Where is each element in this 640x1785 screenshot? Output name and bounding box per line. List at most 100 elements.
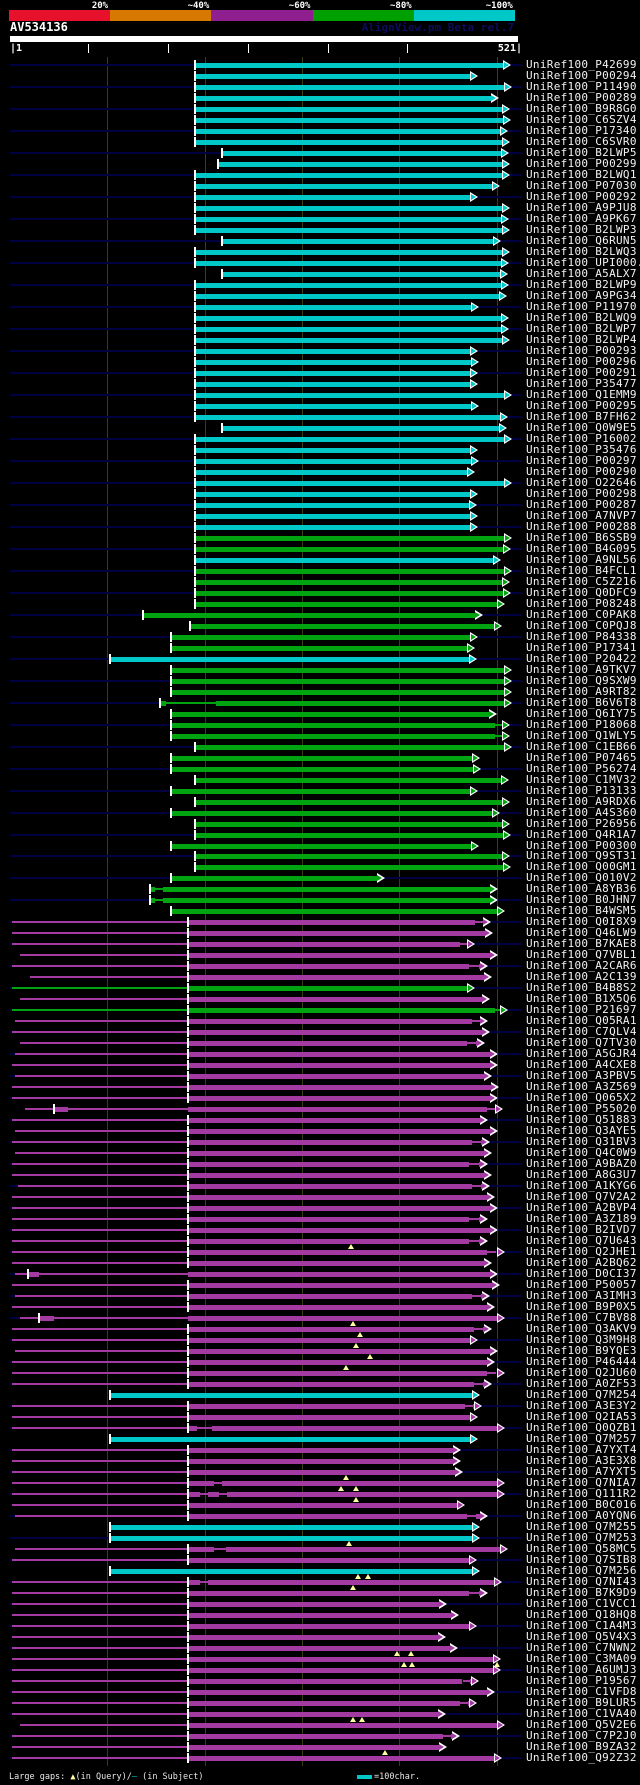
subject-label[interactable]: UniRef100_P00292 <box>526 190 637 203</box>
alignment-bar-segment[interactable] <box>188 1338 472 1343</box>
alignment-bar-segment[interactable] <box>188 1041 468 1046</box>
subject-gap-segment[interactable] <box>11 1614 188 1616</box>
subject-gap-segment[interactable] <box>11 1383 188 1385</box>
subject-label[interactable]: UniRef100_B7FH62 <box>526 410 637 423</box>
subject-label[interactable]: UniRef100_D0CI37 <box>526 1267 637 1280</box>
subject-gap-segment[interactable] <box>14 1020 189 1022</box>
subject-label[interactable]: UniRef100_Q7M255 <box>526 1520 637 1533</box>
alignment-bar-segment[interactable] <box>170 712 490 717</box>
subject-gap-segment[interactable] <box>11 1031 188 1033</box>
alignment-bar-segment[interactable] <box>170 646 469 651</box>
subject-gap-segment[interactable] <box>486 1108 495 1110</box>
alignment-bar-segment[interactable] <box>190 624 496 629</box>
alignment-bar-segment[interactable] <box>143 613 476 618</box>
alignment-bar-segment[interactable] <box>194 206 504 211</box>
subject-label[interactable]: UniRef100_B4WSM5 <box>526 904 637 917</box>
alignment-bar-segment[interactable] <box>194 415 502 420</box>
alignment-bar-segment[interactable] <box>170 635 472 640</box>
subject-label[interactable]: UniRef100_Q0W9E5 <box>526 421 637 434</box>
alignment-bar-segment[interactable] <box>188 1140 473 1145</box>
alignment-bar-segment[interactable] <box>194 514 472 519</box>
subject-label[interactable]: UniRef100_P11490 <box>526 80 637 93</box>
alignment-bar-segment[interactable] <box>194 173 504 178</box>
subject-gap-segment[interactable] <box>11 1625 188 1627</box>
subject-gap-segment[interactable] <box>11 1064 188 1066</box>
subject-label[interactable]: UniRef100_Q7VBL1 <box>526 948 637 961</box>
alignment-bar-segment[interactable] <box>170 668 506 673</box>
subject-label[interactable]: UniRef100_A0YQN6 <box>526 1509 637 1522</box>
alignment-bar-segment[interactable] <box>188 1734 444 1739</box>
subject-gap-segment[interactable] <box>11 1097 188 1099</box>
subject-gap-segment[interactable] <box>199 1493 208 1495</box>
subject-gap-segment[interactable] <box>11 1218 188 1220</box>
subject-label[interactable]: UniRef100_A9NL56 <box>526 553 637 566</box>
alignment-bar-segment[interactable] <box>188 1085 492 1090</box>
alignment-bar-segment[interactable] <box>188 1646 451 1651</box>
alignment-bar-segment[interactable] <box>222 1481 499 1486</box>
subject-label[interactable]: UniRef100_B7K9D9 <box>526 1586 637 1599</box>
alignment-bar-segment[interactable] <box>110 1525 473 1530</box>
subject-label[interactable]: UniRef100_A3E3X8 <box>526 1454 637 1467</box>
subject-label[interactable]: UniRef100_Q7TV30 <box>526 1036 637 1049</box>
subject-label[interactable]: UniRef100_A2C139 <box>526 970 637 983</box>
subject-label[interactable]: UniRef100_C6SVR0 <box>526 135 637 148</box>
subject-label[interactable]: UniRef100_P17340 <box>526 124 637 137</box>
subject-label[interactable]: UniRef100_A3Z569 <box>526 1080 637 1093</box>
subject-gap-segment[interactable] <box>469 1240 479 1242</box>
subject-gap-segment[interactable] <box>472 1141 481 1143</box>
subject-label[interactable]: UniRef100_Q18HQ8 <box>526 1608 637 1621</box>
alignment-bar-segment[interactable] <box>188 1206 491 1211</box>
alignment-bar-segment[interactable] <box>194 305 472 310</box>
alignment-bar-segment[interactable] <box>194 184 494 189</box>
alignment-bar-segment[interactable] <box>194 865 505 870</box>
alignment-bar-segment[interactable] <box>188 964 470 969</box>
alignment-bar-segment[interactable] <box>194 250 504 255</box>
alignment-bar-segment[interactable] <box>188 1679 463 1684</box>
alignment-bar-segment[interactable] <box>194 602 499 607</box>
subject-gap-segment[interactable] <box>469 1218 479 1220</box>
subject-label[interactable]: UniRef100_A3IMH3 <box>526 1289 637 1302</box>
subject-label[interactable]: UniRef100_P00298 <box>526 487 637 500</box>
subject-gap-segment[interactable] <box>11 1163 188 1165</box>
subject-label[interactable]: UniRef100_P00300 <box>526 839 637 852</box>
subject-gap-segment[interactable] <box>155 899 163 901</box>
subject-label[interactable]: UniRef100_C7BV88 <box>526 1311 637 1324</box>
subject-label[interactable]: UniRef100_P13133 <box>526 784 637 797</box>
alignment-bar-segment[interactable] <box>194 822 504 827</box>
subject-gap-segment[interactable] <box>14 1273 28 1275</box>
subject-gap-segment[interactable] <box>11 1009 188 1011</box>
subject-gap-segment[interactable] <box>474 1383 483 1385</box>
subject-gap-segment[interactable] <box>11 1262 188 1264</box>
subject-gap-segment[interactable] <box>475 921 484 923</box>
alignment-bar-segment[interactable] <box>188 1723 499 1728</box>
subject-label[interactable]: UniRef100_Q0QZB1 <box>526 1421 637 1434</box>
subject-gap-segment[interactable] <box>11 1328 188 1330</box>
subject-label[interactable]: UniRef100_Q7M256 <box>526 1564 637 1577</box>
subject-gap-segment[interactable] <box>19 1724 188 1726</box>
subject-gap-segment[interactable] <box>459 943 469 945</box>
subject-gap-segment[interactable] <box>214 1548 227 1550</box>
alignment-bar-segment[interactable] <box>188 1503 459 1508</box>
subject-label[interactable]: UniRef100_Q3M9H8 <box>526 1333 637 1346</box>
subject-gap-segment[interactable] <box>14 1548 189 1550</box>
alignment-bar-segment[interactable] <box>188 1008 495 1013</box>
subject-label[interactable]: UniRef100_C7NWN2 <box>526 1641 637 1654</box>
subject-label[interactable]: UniRef100_A9RT82 <box>526 685 637 698</box>
subject-label[interactable]: UniRef100_A3Z189 <box>526 1212 637 1225</box>
alignment-bar-segment[interactable] <box>194 294 501 299</box>
alignment-bar-segment[interactable] <box>194 129 502 134</box>
subject-label[interactable]: UniRef100_Q9ST31 <box>526 849 637 862</box>
subject-label[interactable]: UniRef100_A9PJU8 <box>526 201 637 214</box>
alignment-bar-segment[interactable] <box>194 481 506 486</box>
alignment-bar-segment[interactable] <box>194 591 505 596</box>
alignment-bar-segment[interactable] <box>188 1415 472 1420</box>
subject-gap-segment[interactable] <box>11 943 188 945</box>
subject-label[interactable]: UniRef100_B2LWQ3 <box>526 245 637 258</box>
alignment-bar-segment[interactable] <box>194 74 472 79</box>
alignment-bar-segment[interactable] <box>188 1173 485 1178</box>
subject-label[interactable]: UniRef100_P21697 <box>526 1003 637 1016</box>
subject-label[interactable]: UniRef100_Q7V2A2 <box>526 1190 637 1203</box>
subject-gap-segment[interactable] <box>462 1680 471 1682</box>
alignment-bar-segment[interactable] <box>150 898 155 903</box>
subject-gap-segment[interactable] <box>11 1680 188 1682</box>
